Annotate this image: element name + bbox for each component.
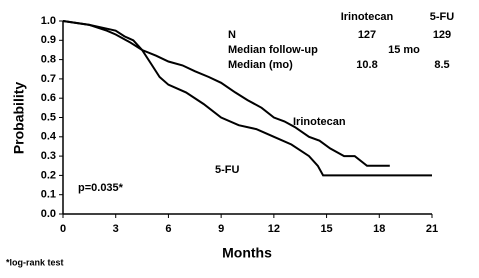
y-tick-label: 0.7 (41, 73, 56, 85)
x-tick-label: 21 (426, 223, 438, 235)
table-cell: 15 mo (388, 44, 420, 56)
table-header: 5-FU (430, 11, 455, 23)
y-tick-label: 0.8 (41, 54, 56, 66)
table-cell: N (228, 29, 236, 41)
x-axis-label: Months (222, 245, 272, 261)
table-cell: Median follow-up (228, 44, 318, 56)
table-header: Irinotecan (341, 11, 394, 23)
footnote: *log-rank test (6, 257, 64, 267)
x-tick-label: 15 (320, 223, 332, 235)
y-tick-label: 0.9 (41, 34, 56, 46)
y-tick-label: 0.1 (41, 189, 56, 201)
x-tick-label: 18 (373, 223, 385, 235)
p-value: p=0.035* (78, 182, 124, 194)
y-tick-label: 0.6 (41, 92, 56, 104)
y-tick-label: 1.0 (41, 15, 56, 27)
y-tick-label: 0.0 (41, 208, 56, 220)
survival-curve (62, 20, 432, 177)
series-label: Irinotecan (293, 116, 346, 128)
y-axis-label: Probability (11, 82, 27, 155)
series-label: 5-FU (215, 164, 240, 176)
table-cell: 10.8 (356, 59, 377, 71)
x-tick-label: 9 (218, 223, 224, 235)
y-tick-label: 0.5 (41, 111, 56, 123)
y-tick-label: 0.4 (41, 131, 57, 143)
y-tick-label: 0.2 (41, 169, 56, 181)
x-tick-label: 12 (268, 223, 280, 235)
y-tick-label: 0.3 (41, 150, 56, 162)
x-tick-label: 0 (60, 223, 66, 235)
x-tick-label: 6 (165, 223, 171, 235)
table-cell: 127 (358, 29, 376, 41)
table-cell: 8.5 (434, 59, 449, 71)
table-cell: 129 (433, 29, 451, 41)
survival-curve (62, 20, 390, 167)
x-tick-label: 3 (113, 223, 119, 235)
table-cell: Median (mo) (228, 59, 293, 71)
